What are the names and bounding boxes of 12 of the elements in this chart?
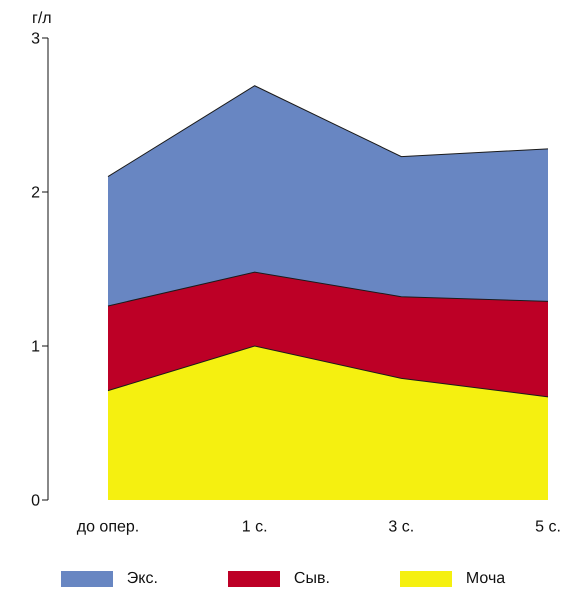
x-tick-label: 1 с.: [242, 518, 268, 536]
y-tick-label: 3: [31, 30, 40, 48]
x-tick-label: до опер.: [76, 518, 140, 536]
y-tick-label: 0: [31, 492, 40, 510]
x-tick-label: 3 с.: [388, 518, 414, 536]
legend-label: Сыв.: [294, 570, 330, 588]
y-tick-label: 1: [31, 338, 40, 356]
legend-label: Моча: [466, 570, 506, 588]
x-tick-label: 5 с.: [535, 518, 561, 536]
y-axis-title: г/л: [32, 10, 52, 28]
legend-label: Экс.: [126, 570, 158, 588]
y-tick-label: 2: [31, 184, 40, 202]
